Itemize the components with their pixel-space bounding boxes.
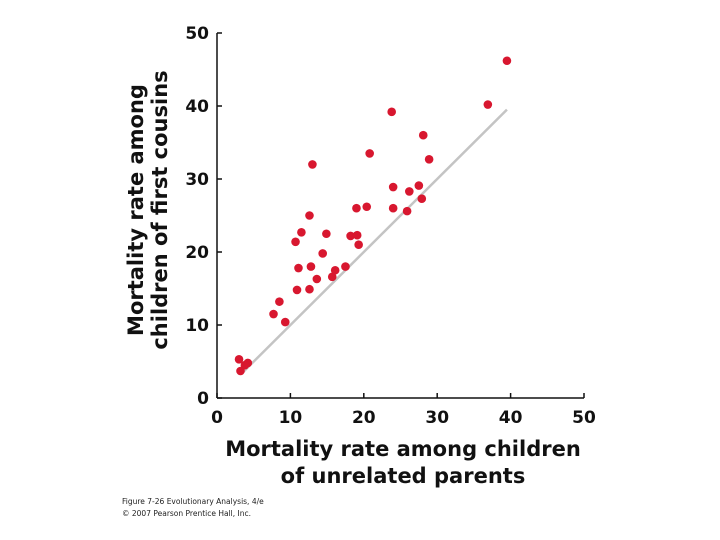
data-point: [275, 297, 284, 306]
data-point: [405, 187, 414, 196]
data-point: [354, 240, 363, 249]
data-point: [291, 237, 300, 247]
data-point: [417, 194, 427, 204]
data-point: [502, 56, 512, 66]
x-axis-title-line-1: Mortality rate among children: [225, 437, 581, 461]
y-axis-title-line-2: children of first cousins: [148, 70, 172, 349]
data-point: [424, 154, 434, 164]
data-point: [318, 249, 327, 258]
data-point: [312, 274, 322, 284]
copyright-caption: © 2007 Pearson Prentice Hall, Inc.: [122, 509, 252, 518]
data-point: [402, 206, 412, 216]
data-point: [240, 360, 250, 370]
figure-caption: Figure 7-26 Evolutionary Analysis, 4/e: [122, 497, 264, 506]
y-tick-label: 0: [197, 389, 209, 409]
x-axis-title-line-2: of unrelated parents: [281, 464, 526, 488]
reference-line: [241, 108, 508, 374]
data-point: [327, 272, 337, 282]
x-tick-label: 40: [499, 408, 523, 428]
data-point: [308, 160, 317, 169]
data-point: [483, 100, 493, 109]
data-point: [352, 203, 361, 213]
data-point: [362, 202, 372, 212]
data-point: [341, 262, 350, 271]
data-point: [294, 263, 303, 273]
data-point: [305, 211, 314, 220]
y-tick-label: 10: [185, 316, 209, 336]
data-point: [236, 366, 245, 376]
data-point: [269, 309, 278, 319]
data-point: [306, 262, 316, 271]
data-point: [352, 230, 362, 240]
x-tick-label: 50: [572, 408, 596, 428]
x-tick-label: 0: [211, 408, 223, 428]
y-tick-label: 30: [185, 170, 209, 190]
y-axis-title-line-1: Mortality rate among: [124, 84, 148, 336]
data-point: [365, 149, 374, 158]
data-point: [346, 231, 355, 241]
data-point: [387, 107, 396, 117]
x-tick-label: 10: [279, 408, 303, 428]
data-point: [388, 182, 398, 192]
data-point: [418, 130, 428, 140]
y-tick-label: 50: [185, 24, 209, 44]
x-tick-label: 20: [352, 408, 376, 428]
x-tick-label: 30: [425, 408, 449, 428]
data-point: [234, 355, 244, 364]
data-point: [297, 227, 306, 237]
y-tick-label: 20: [185, 243, 209, 263]
data-point: [388, 203, 398, 213]
data-point: [292, 285, 302, 295]
data-point: [305, 284, 314, 294]
data-point: [330, 265, 340, 275]
data-point: [414, 181, 424, 190]
data-point: [322, 229, 331, 239]
y-tick-label: 40: [185, 97, 209, 117]
data-point: [280, 317, 290, 327]
